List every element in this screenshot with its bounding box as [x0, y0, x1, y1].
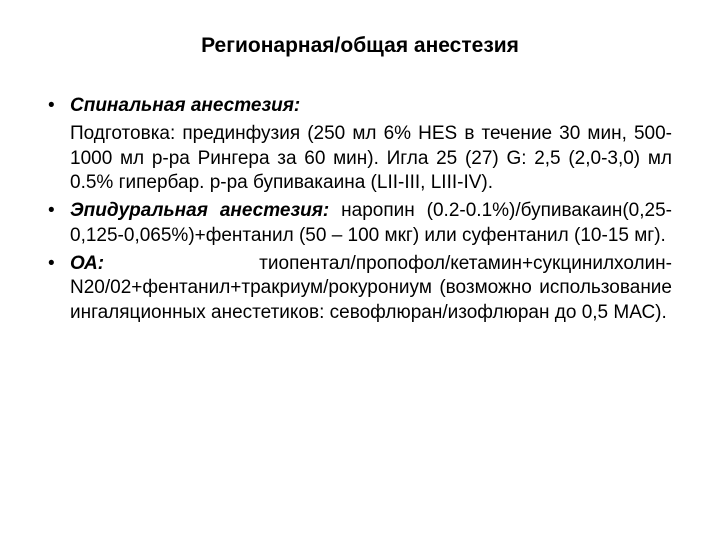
content-item: Спинальная анестезия: [48, 94, 672, 118]
content-item: Эпидуральная анестезия: наропин (0.2-0.1… [48, 199, 672, 248]
item-text: Спинальная анестезия: [70, 95, 300, 116]
item-lead: Эпидуральная анестезия: [70, 200, 329, 221]
slide: Регионарная/общая анестезия Спинальная а… [0, 0, 720, 540]
item-lead: ОА: [70, 253, 104, 274]
item-text: Подготовка: прединфузия (250 мл 6% HES в… [70, 123, 672, 193]
item-rest: тиопентал/пропофол/кетамин+сукцинилхолин… [70, 253, 672, 323]
content-item: ОА: тиопентал/пропофол/кетамин+сукцинилх… [48, 252, 672, 325]
slide-title: Регионарная/общая анестезия [48, 34, 672, 58]
content-item: Подготовка: прединфузия (250 мл 6% HES в… [48, 122, 672, 195]
content-list: Спинальная анестезия: Подготовка: прединф… [48, 94, 672, 325]
